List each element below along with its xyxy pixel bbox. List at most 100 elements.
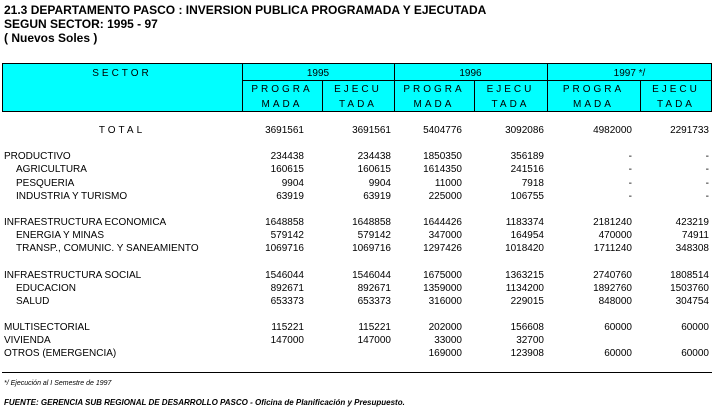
sub-header: TADA [491,99,530,110]
cell: 304754 [675,296,709,307]
year-header: 1995 [306,68,330,79]
row-label: TOTAL [98,125,146,136]
col-line [242,63,243,111]
cell: 423219 [675,217,709,228]
col-line [640,80,641,111]
cell: 1134200 [505,283,544,294]
cell: - [628,151,632,162]
units: ( Nuevos Soles ) [4,31,98,45]
cell: 9904 [281,178,304,189]
row-label: AGRICULTURA [16,164,87,175]
cell: 234438 [357,151,391,162]
col-line [322,80,323,111]
cell: 147000 [270,335,304,346]
cell: 3092086 [505,125,544,136]
cell: - [705,164,709,175]
cell: 1503760 [670,283,709,294]
cell: 234438 [270,151,304,162]
cell: 1359000 [423,283,462,294]
cell: - [628,164,632,175]
row-label: PRODUCTIVO [4,151,71,162]
cell: 1850350 [423,151,462,162]
cell: - [705,191,709,202]
cell: 1675000 [423,270,462,281]
cell: 653373 [357,296,391,307]
year-header: 1997 */ [613,68,646,79]
cell: 2291733 [670,125,709,136]
sub-header: MADA [413,99,455,110]
rule [2,372,712,373]
cell: 32700 [516,335,544,346]
sub-header: EJECU [652,84,700,95]
cell: 225000 [428,191,462,202]
row-label: MULTISECTORIAL [4,322,90,333]
cell: 169000 [428,348,462,359]
sub-header: PROGRA [251,84,313,95]
cell: 316000 [428,296,462,307]
cell: 1808514 [670,270,709,281]
cell: 160615 [270,164,304,175]
row-label: INFRAESTRUCTURA ECONOMICA [4,217,167,228]
cell: 1614350 [423,164,462,175]
cell: 241516 [510,164,544,175]
footnote: */ Ejecución al I Semestre de 1997 [4,380,112,387]
sub-header: PROGRA [562,84,625,95]
sub-header: MADA [573,99,614,110]
cell: 2740760 [593,270,632,281]
cell: 356189 [510,151,544,162]
row-label: VIVIENDA [4,335,51,346]
cell: 1069716 [265,243,304,254]
row-label: INFRAESTRUCTURA SOCIAL [4,270,142,281]
cell: 60000 [681,348,709,359]
cell: 1297426 [423,243,462,254]
year-line [242,80,712,81]
cell: 33000 [434,335,462,346]
cell: 579142 [270,230,304,241]
cell: 160615 [357,164,391,175]
cell: 164954 [510,230,544,241]
source: FUENTE: GERENCIA SUB REGIONAL DE DESARRO… [4,398,405,407]
cell: 229015 [510,296,544,307]
row-label: EDUCACION [16,283,77,294]
year-header: 1996 [459,68,482,79]
cell: 63919 [276,191,304,202]
cell: 1648858 [265,217,304,228]
cell: 5404776 [423,125,462,136]
cell: 60000 [681,322,709,333]
sub-header: MADA [261,99,303,110]
cell: 347000 [428,230,462,241]
cell: 1183374 [505,217,544,228]
cell: 115221 [271,322,304,333]
cell: 1644426 [423,217,462,228]
table-header [2,63,712,112]
cell: 9904 [368,178,391,189]
cell: 1546044 [265,270,304,281]
cell: 470000 [598,230,632,241]
row-label: PESQUERIA [16,178,75,189]
cell: 123908 [510,348,544,359]
sub-header: EJECU [486,84,535,95]
cell: 147000 [357,335,391,346]
sub-header: EJECU [334,84,382,95]
col-line [394,63,395,111]
cell: 1018420 [505,243,544,254]
cell: 1711240 [593,243,632,254]
cell: 1363215 [505,270,544,281]
sub-header: TADA [657,99,695,110]
subtitle: SEGUN SECTOR: 1995 - 97 [4,17,158,31]
cell: 202000 [428,322,462,333]
col-line [547,63,548,111]
cell: 848000 [598,296,632,307]
cell: 60000 [604,348,632,359]
cell: 1069716 [352,243,391,254]
cell: 348308 [675,243,709,254]
cell: 4982000 [593,125,632,136]
cell: 1648858 [352,217,391,228]
sub-header: TADA [339,99,377,110]
cell: 1892760 [593,283,632,294]
cell: 579142 [357,230,391,241]
cell: 892671 [270,283,304,294]
cell: 3691561 [265,125,304,136]
sub-header: PROGRA [403,84,465,95]
cell: - [628,191,632,202]
